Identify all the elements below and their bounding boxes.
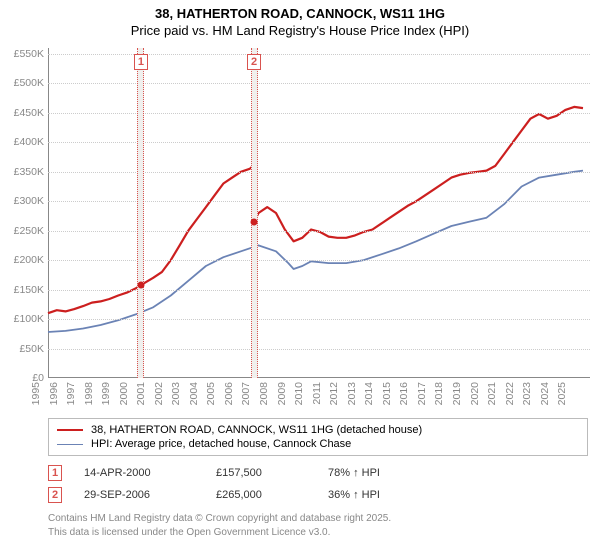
event-price: £265,000 <box>216 489 306 501</box>
event-row: 1 14-APR-2000 £157,500 78% ↑ HPI <box>48 462 588 484</box>
grid-line <box>48 319 590 320</box>
y-tick-label: £150K <box>0 284 44 296</box>
title-line-2: Price paid vs. HM Land Registry's House … <box>0 23 600 38</box>
event-row: 2 29-SEP-2006 £265,000 36% ↑ HPI <box>48 484 588 506</box>
y-tick-label: £250K <box>0 225 44 237</box>
events-table: 1 14-APR-2000 £157,500 78% ↑ HPI 2 29-SEP-200… <box>48 462 588 506</box>
legend-row: HPI: Average price, detached house, Cann… <box>57 437 579 451</box>
chart-lines-svg <box>48 48 590 378</box>
grid-line <box>48 260 590 261</box>
chart-title: 38, HATHERTON ROAD, CANNOCK, WS11 1HG Pr… <box>0 0 600 38</box>
x-tick-label: 2025 <box>556 382 592 405</box>
y-tick-label: £500K <box>0 77 44 89</box>
event-band <box>251 48 258 378</box>
legend: 38, HATHERTON ROAD, CANNOCK, WS11 1HG (d… <box>48 418 588 456</box>
grid-line <box>48 290 590 291</box>
series-line-hpi <box>48 171 583 332</box>
grid-line <box>48 142 590 143</box>
event-price: £157,500 <box>216 467 306 479</box>
sale-marker <box>251 218 258 225</box>
y-tick-label: £50K <box>0 343 44 355</box>
footer-attribution: Contains HM Land Registry data © Crown c… <box>48 512 588 539</box>
legend-row: 38, HATHERTON ROAD, CANNOCK, WS11 1HG (d… <box>57 423 579 437</box>
sale-marker <box>137 282 144 289</box>
chart-area: £0£50K£100K£150K£200K£250K£300K£350K£400… <box>0 38 600 418</box>
y-tick-label: £350K <box>0 166 44 178</box>
grid-line <box>48 231 590 232</box>
event-band <box>137 48 144 378</box>
grid-line <box>48 172 590 173</box>
footer-line-1: Contains HM Land Registry data © Crown c… <box>48 512 588 526</box>
event-num-box: 1 <box>48 465 62 481</box>
grid-line <box>48 201 590 202</box>
y-tick-label: £200K <box>0 254 44 266</box>
y-tick-label: £400K <box>0 136 44 148</box>
title-line-1: 38, HATHERTON ROAD, CANNOCK, WS11 1HG <box>0 6 600 21</box>
footer-line-2: This data is licensed under the Open Gov… <box>48 526 588 540</box>
legend-swatch <box>57 429 83 431</box>
y-tick-label: £300K <box>0 195 44 207</box>
event-band-label: 2 <box>247 54 261 70</box>
y-tick-label: £550K <box>0 48 44 60</box>
grid-line <box>48 54 590 55</box>
grid-line <box>48 113 590 114</box>
y-tick-label: £450K <box>0 107 44 119</box>
grid-line <box>48 83 590 84</box>
y-tick-label: £100K <box>0 313 44 325</box>
event-pct: 36% ↑ HPI <box>328 489 380 501</box>
event-date: 29-SEP-2006 <box>84 489 194 501</box>
series-line-subject <box>48 107 583 313</box>
event-pct: 78% ↑ HPI <box>328 467 380 479</box>
legend-label: HPI: Average price, detached house, Cann… <box>91 438 351 450</box>
event-band-label: 1 <box>134 54 148 70</box>
grid-line <box>48 349 590 350</box>
event-date: 14-APR-2000 <box>84 467 194 479</box>
legend-label: 38, HATHERTON ROAD, CANNOCK, WS11 1HG (d… <box>91 424 422 436</box>
event-num-box: 2 <box>48 487 62 503</box>
legend-swatch <box>57 444 83 445</box>
